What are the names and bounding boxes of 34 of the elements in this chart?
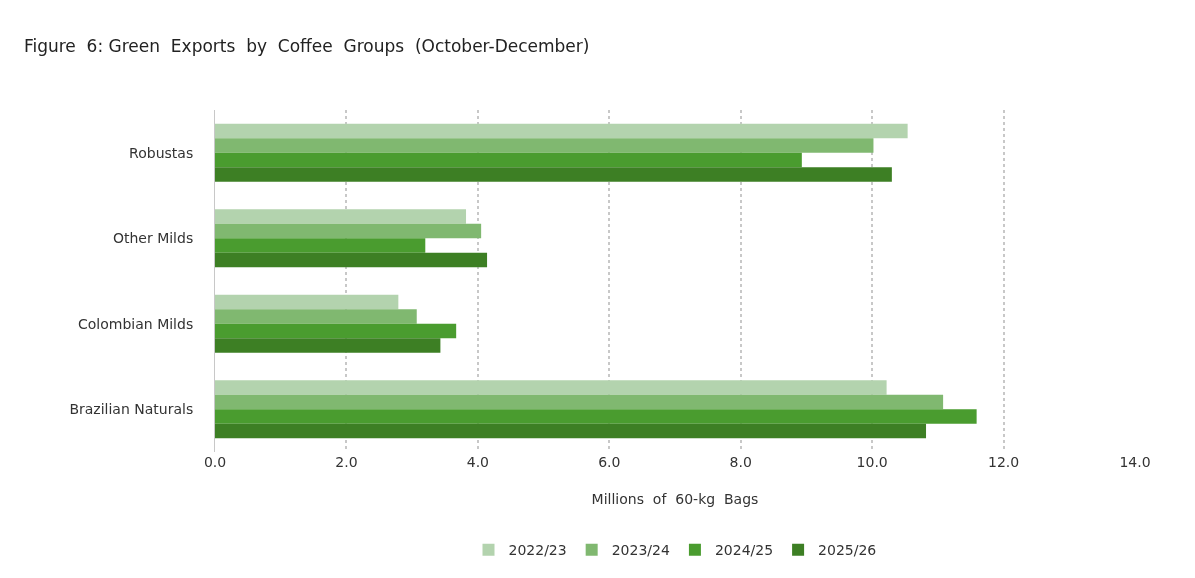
bar — [215, 152, 802, 168]
y-tick-label: Brazilian Naturals — [69, 401, 194, 418]
bar — [215, 409, 977, 424]
legend-label: 2022/23 — [508, 542, 567, 559]
x-tick-label: 12.0 — [987, 454, 1020, 470]
legend-label: 2023/24 — [611, 542, 670, 559]
x-tick-label: 4.0 — [466, 454, 489, 470]
x-tick-label: 2.0 — [335, 454, 358, 470]
x-tick-label: 8.0 — [729, 454, 752, 470]
bar — [215, 380, 887, 395]
bar — [215, 423, 927, 439]
bar — [215, 394, 944, 410]
x-tick-label: 10.0 — [856, 454, 888, 470]
legend-label: 2025/26 — [818, 542, 877, 559]
bar — [215, 238, 426, 253]
bar — [215, 209, 467, 224]
legend-label: 2024/25 — [714, 542, 774, 559]
x-tick-label: 14.0 — [1119, 454, 1151, 470]
x-tick-label: 0.0 — [203, 454, 227, 470]
bar — [215, 323, 457, 339]
bar — [215, 309, 417, 324]
bar — [215, 338, 441, 353]
y-tick-label: Other Milds — [112, 230, 194, 247]
y-tick-label: Robustas — [129, 144, 194, 161]
bar — [215, 138, 874, 153]
bar — [215, 123, 908, 139]
y-tick-label: Colombian Milds — [78, 315, 194, 332]
bar — [215, 294, 399, 310]
x-axis-title: Millions of 60-kg Bags — [591, 491, 759, 507]
chart-title: Figure 6: Green Exports by Coffee Groups (October-December) — [23, 36, 590, 57]
bar — [215, 252, 488, 268]
x-tick-label: 6.0 — [598, 454, 621, 470]
bar — [215, 167, 892, 182]
bar — [215, 223, 482, 239]
